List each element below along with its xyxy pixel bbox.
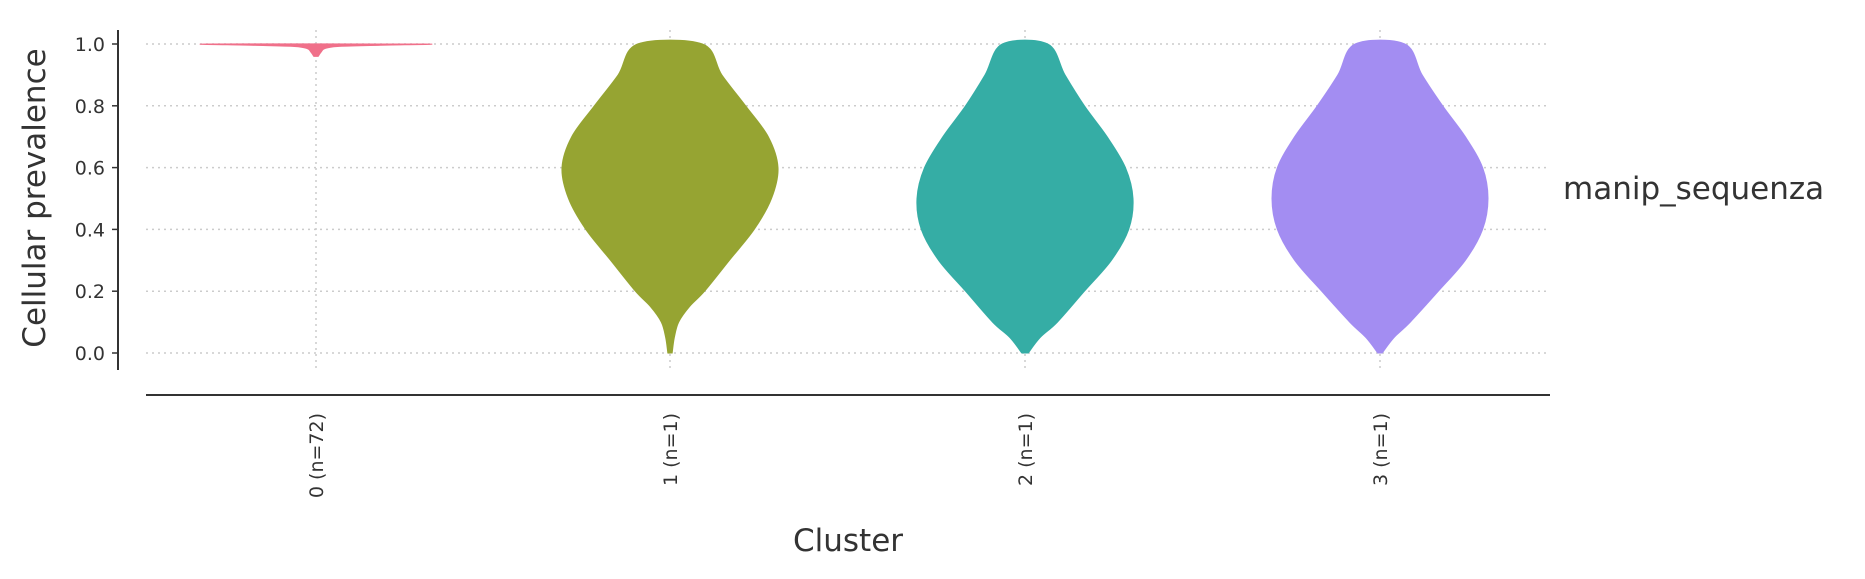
violin-2	[916, 39, 1134, 354]
x-tick-label: 1 (n=1)	[660, 413, 682, 486]
axis-layer	[117, 30, 1550, 396]
x-tick-labels: 0 (n=72) 1 (n=1) 2 (n=1) 3 (n=1)	[306, 413, 1392, 498]
x-tick-label: 0 (n=72)	[306, 413, 328, 498]
violin-3	[1271, 39, 1489, 354]
y-tick-label: 0.4	[75, 219, 105, 241]
y-tick-label: 0.0	[75, 343, 105, 365]
y-tick-label: 1.0	[75, 34, 105, 56]
x-axis-label: Cluster	[793, 523, 903, 559]
y-tick-label: 0.2	[75, 281, 105, 303]
y-axis-label: Cellular prevalence	[17, 48, 53, 347]
violin-0	[199, 43, 433, 57]
y-tick-label: 0.6	[75, 158, 105, 180]
y-tick-label: 0.8	[75, 96, 105, 118]
y-tick-labels: 0.0 0.2 0.4 0.6 0.8 1.0	[75, 34, 118, 365]
facet-label: manip_sequenza	[1563, 171, 1824, 207]
violin-layer	[199, 39, 1489, 354]
x-tick-label: 2 (n=1)	[1015, 413, 1037, 486]
violin-1	[561, 39, 779, 354]
x-tick-label: 3 (n=1)	[1370, 413, 1392, 486]
